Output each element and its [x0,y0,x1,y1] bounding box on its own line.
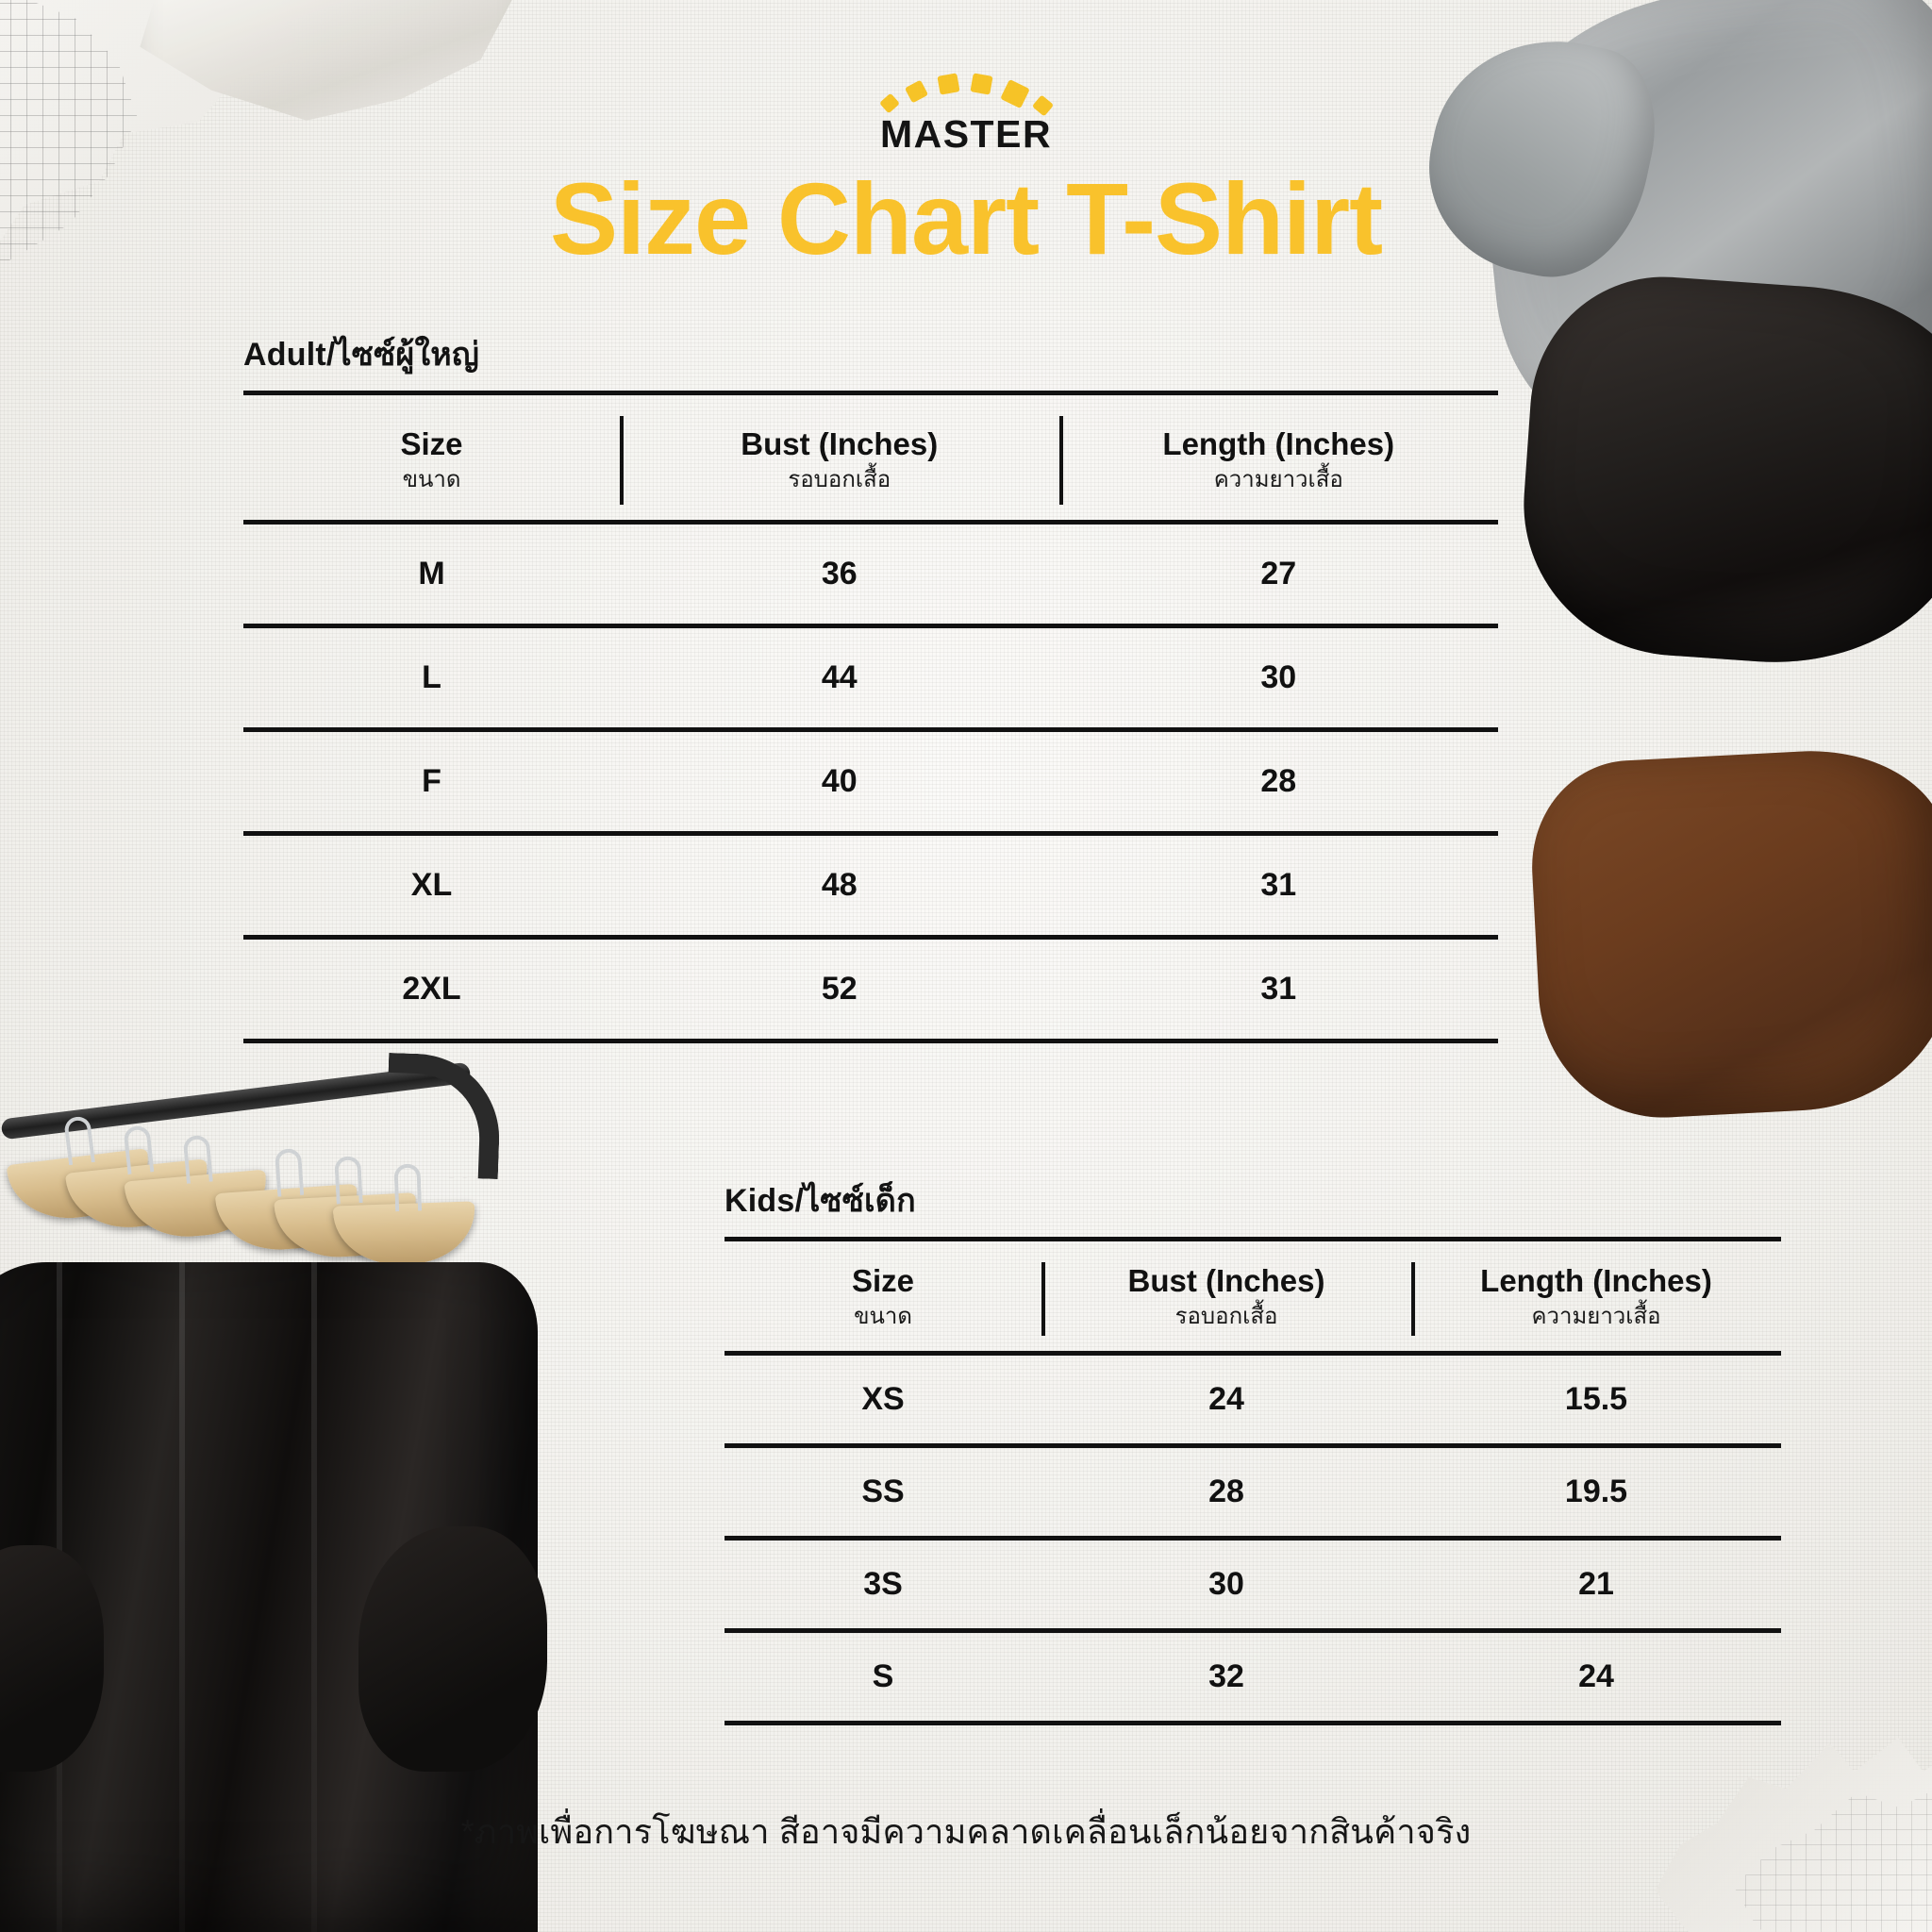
cell-length: 15.5 [1411,1353,1781,1448]
disclaimer-note: *ภาพเพื่อการโฆษณา สีอาจมีความคลาดเคลื่อน… [460,1812,1472,1851]
cell-bust: 32 [1041,1630,1411,1725]
cell-bust: 30 [1041,1538,1411,1633]
column-header-length-main: Length (Inches) [1162,426,1395,461]
table-row: 3S 30 21 [724,1538,1781,1633]
table-row: XS 24 15.5 [724,1353,1781,1448]
table-header-row: Size ขนาด Bust (Inches) รอบอกเสื้อ Lengt… [724,1237,1781,1356]
column-header-bust-sub: รอบอกเสื้อ [1174,1303,1278,1329]
column-header-length-sub: ความยาวเสื้อ [1213,466,1343,492]
column-header-size: Size ขนาด [243,391,620,525]
cell-bust: 40 [620,729,1059,836]
clothing-rack-photo [0,1045,660,1932]
table-header-row: Size ขนาด Bust (Inches) รอบอกเสื้อ Lengt… [243,391,1498,525]
cell-size: M [243,522,620,628]
table-row: M 36 27 [243,522,1498,628]
cell-bust: 24 [1041,1353,1411,1448]
shirt-sleeve [358,1526,547,1772]
cell-size: SS [724,1445,1041,1541]
table-row: L 44 30 [243,625,1498,732]
black-tshirts-on-rack [0,1262,547,1932]
shirt-sleeve [0,1545,104,1772]
cell-size: XS [724,1353,1041,1448]
table-row: XL 48 31 [243,833,1498,940]
cell-size: L [243,625,620,732]
shirt-fold [179,1262,185,1932]
cell-size: 3S [724,1538,1041,1633]
cell-bust: 36 [620,522,1059,628]
column-header-length: Length (Inches) ความยาวเสื้อ [1411,1237,1781,1356]
section-label-adult: Adult/ไซซ์ผู้ใหญ่ [243,337,480,373]
shirt-fold [311,1262,317,1932]
column-header-bust-sub: รอบอกเสื้อ [788,466,891,492]
cell-size: XL [243,833,620,940]
section-adult: Adult/ไซซ์ผู้ใหญ่ Size ขนาด Bust (Inches… [243,328,1498,1043]
kids-size-table: Size ขนาด Bust (Inches) รอบอกเสื้อ Lengt… [724,1237,1781,1725]
section-kids: Kids/ไซซ์เด็ก Size ขนาด Bust (Inches) รอ… [724,1174,1781,1725]
table-row: S 32 24 [724,1630,1781,1725]
table-row: SS 28 19.5 [724,1445,1781,1541]
cell-length: 21 [1411,1538,1781,1633]
column-header-length: Length (Inches) ความยาวเสื้อ [1058,391,1498,525]
cell-length: 31 [1058,833,1498,940]
cell-bust: 52 [620,937,1059,1043]
cell-bust: 44 [620,625,1059,732]
column-header-length-main: Length (Inches) [1480,1263,1712,1298]
cell-size: S [724,1630,1041,1725]
cell-bust: 48 [620,833,1059,940]
column-header-bust: Bust (Inches) รอบอกเสื้อ [1041,1237,1411,1356]
section-label-kids: Kids/ไซซ์เด็ก [724,1183,916,1219]
column-header-bust: Bust (Inches) รอบอกเสื้อ [620,391,1059,525]
table-row: F 40 28 [243,729,1498,836]
brand-logo: MASTER [0,70,1932,154]
column-header-size-main: Size [400,426,463,461]
cell-bust: 28 [1041,1445,1411,1541]
cell-length: 30 [1058,625,1498,732]
column-header-size-sub: ขนาด [402,466,461,492]
table-row: 2XL 52 31 [243,937,1498,1043]
cell-length: 31 [1058,937,1498,1043]
column-header-bust-main: Bust (Inches) [1127,1263,1325,1298]
page-title: Size Chart T-Shirt [549,161,1383,275]
logo-arc-icon [876,70,1056,117]
cell-size: 2XL [243,937,620,1043]
column-header-size-sub: ขนาด [854,1303,912,1329]
cell-length: 24 [1411,1630,1781,1725]
cell-size: F [243,729,620,836]
adult-size-table: Size ขนาด Bust (Inches) รอบอกเสื้อ Lengt… [243,391,1498,1043]
column-header-bust-main: Bust (Inches) [741,426,939,461]
cell-length: 28 [1058,729,1498,836]
column-header-length-sub: ความยาวเสื้อ [1531,1303,1661,1329]
brand-name: MASTER [879,112,1053,156]
cell-length: 19.5 [1411,1445,1781,1541]
column-header-size: Size ขนาด [724,1237,1041,1356]
cell-length: 27 [1058,522,1498,628]
column-header-size-main: Size [851,1263,915,1298]
